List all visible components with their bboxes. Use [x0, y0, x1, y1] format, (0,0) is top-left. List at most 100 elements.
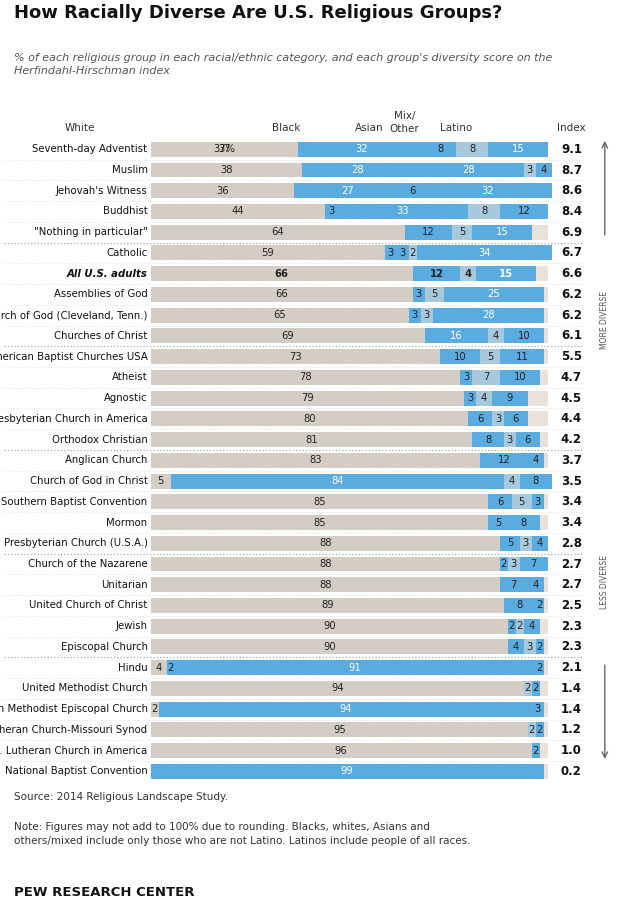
Text: 3: 3 [399, 248, 406, 258]
Text: 10: 10 [518, 331, 530, 341]
Bar [385, 245, 397, 260]
Text: 5: 5 [495, 517, 501, 527]
Text: 4.2: 4.2 [561, 433, 582, 446]
Bar [413, 266, 460, 281]
Text: Asian: Asian [355, 123, 383, 133]
Bar [488, 515, 508, 530]
Text: 2.3: 2.3 [561, 620, 582, 633]
Text: 32: 32 [482, 185, 494, 195]
Bar [151, 266, 548, 281]
Text: 10: 10 [454, 352, 467, 362]
Bar [159, 702, 532, 716]
Bar [528, 453, 543, 468]
Text: 6: 6 [497, 497, 503, 507]
Bar [424, 328, 488, 344]
Bar [504, 412, 528, 426]
Text: 83: 83 [309, 455, 322, 465]
Bar [504, 328, 543, 344]
Text: United Church of Christ: United Church of Christ [29, 601, 148, 611]
Text: 3: 3 [527, 165, 533, 175]
Bar [504, 432, 516, 447]
Bar [298, 142, 424, 156]
Text: 6: 6 [477, 414, 483, 424]
Text: 7: 7 [511, 580, 517, 590]
Bar [151, 163, 301, 177]
Text: Index: Index [557, 123, 586, 133]
Bar [413, 163, 524, 177]
Text: PEW RESEARCH CENTER: PEW RESEARCH CENTER [14, 886, 195, 899]
Text: Jehovah's Witness: Jehovah's Witness [56, 185, 148, 195]
Bar [524, 640, 536, 654]
Bar [151, 370, 460, 385]
Bar [151, 287, 413, 302]
Text: 28: 28 [482, 310, 494, 320]
Bar [294, 184, 401, 198]
Text: 6.2: 6.2 [561, 309, 582, 322]
Text: 3: 3 [328, 206, 335, 216]
Text: 12: 12 [429, 269, 444, 279]
Bar [444, 287, 543, 302]
Text: 2.1: 2.1 [561, 661, 582, 674]
Text: 1.4: 1.4 [561, 703, 582, 715]
Text: Assemblies of God: Assemblies of God [54, 289, 148, 299]
Text: 96: 96 [335, 745, 348, 755]
Text: 6.1: 6.1 [561, 329, 582, 343]
Bar [508, 515, 540, 530]
Bar [151, 577, 500, 592]
Text: 95: 95 [333, 724, 346, 734]
Text: 88: 88 [319, 538, 332, 548]
Text: Lutheran Church-Missouri Synod: Lutheran Church-Missouri Synod [0, 724, 148, 734]
Bar [151, 163, 548, 177]
Text: 90: 90 [323, 621, 335, 631]
Bar [472, 225, 532, 240]
Bar [151, 349, 548, 365]
Text: Churches of Christ: Churches of Christ [54, 331, 148, 341]
Text: Source: 2014 Religious Landscape Study.: Source: 2014 Religious Landscape Study. [14, 792, 228, 802]
Text: 8: 8 [485, 435, 491, 445]
Text: 80: 80 [303, 414, 316, 424]
Text: Presbyterian Church (U.S.A.): Presbyterian Church (U.S.A.) [4, 538, 148, 548]
Text: American Baptist Churches USA: American Baptist Churches USA [0, 352, 148, 362]
Text: 69: 69 [282, 331, 294, 341]
Text: 44: 44 [232, 206, 244, 216]
Bar [151, 432, 472, 447]
Bar [151, 184, 294, 198]
Text: Hindu: Hindu [118, 663, 148, 673]
Bar [413, 287, 424, 302]
Bar [500, 204, 548, 219]
Bar [151, 245, 548, 260]
Text: 4: 4 [532, 455, 539, 465]
Text: How Racially Diverse Are U.S. Religious Groups?: How Racially Diverse Are U.S. Religious … [14, 4, 502, 22]
Text: 1.0: 1.0 [561, 744, 582, 757]
Text: Note: Figures may not add to 100% due to rounding. Blacks, whites, Asians and
ot: Note: Figures may not add to 100% due to… [14, 823, 470, 845]
Bar [504, 598, 536, 613]
Text: 32: 32 [355, 145, 367, 155]
Text: 4.7: 4.7 [561, 371, 582, 384]
Bar [151, 660, 166, 675]
Text: 88: 88 [319, 559, 332, 569]
Text: Southern Baptist Convention: Southern Baptist Convention [1, 497, 148, 507]
Text: Latino: Latino [440, 123, 472, 133]
Text: 85: 85 [313, 497, 326, 507]
Text: 4: 4 [509, 476, 515, 486]
Bar [424, 184, 552, 198]
Bar [524, 619, 540, 634]
Text: 3: 3 [415, 289, 422, 299]
Text: 15: 15 [495, 227, 508, 237]
Text: 2: 2 [525, 684, 531, 694]
Bar [500, 535, 520, 551]
Bar [151, 744, 532, 758]
Bar [175, 660, 536, 675]
Bar [151, 640, 548, 654]
Bar [151, 204, 548, 219]
Text: 2.7: 2.7 [561, 557, 582, 571]
Bar [151, 142, 298, 156]
Text: 7: 7 [531, 559, 537, 569]
Text: 5: 5 [431, 289, 438, 299]
Text: United Methodist Church: United Methodist Church [22, 684, 148, 694]
Bar [151, 204, 325, 219]
Text: 8: 8 [532, 476, 539, 486]
Bar [492, 391, 528, 405]
Text: Muslim: Muslim [111, 165, 148, 175]
Text: 38: 38 [220, 165, 232, 175]
